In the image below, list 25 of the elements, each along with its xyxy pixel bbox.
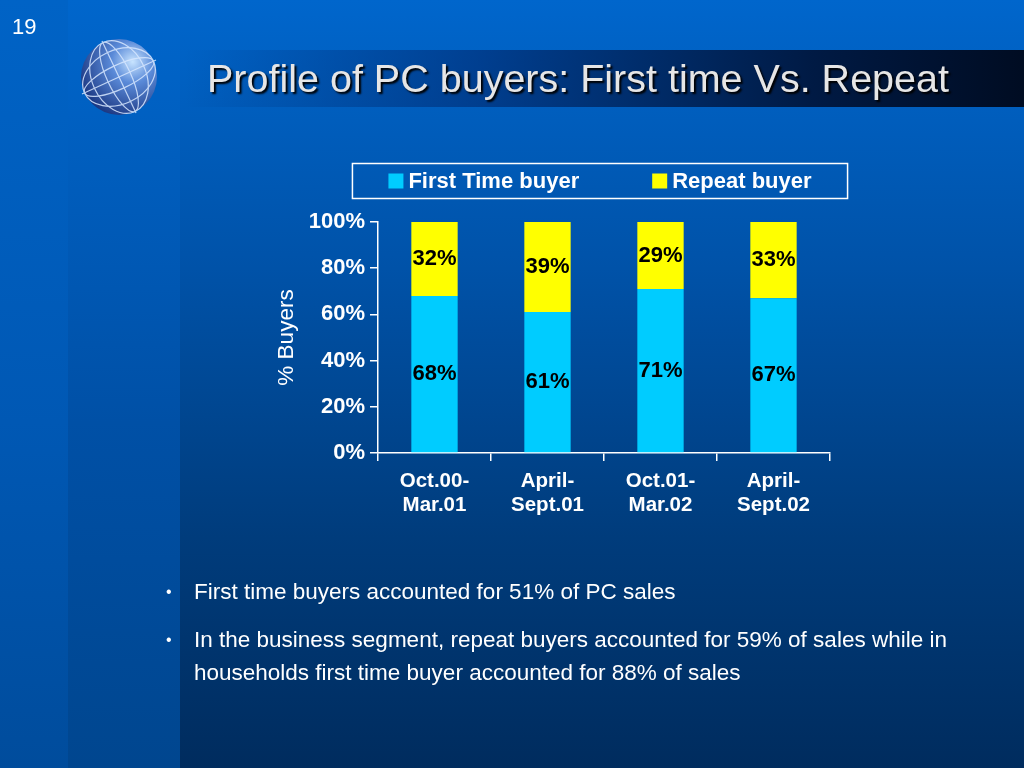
legend-label: Repeat buyer — [672, 168, 813, 194]
data-label: 71% — [638, 356, 683, 382]
data-label: 67% — [751, 361, 796, 387]
y-tick-label: 100% — [308, 208, 365, 234]
y-tick-label: 40% — [320, 346, 365, 372]
text: 19 — [12, 14, 37, 40]
y-tick-label: 60% — [320, 300, 365, 326]
data-label: 39% — [525, 253, 570, 279]
legend-label: First Time buyer — [408, 168, 580, 194]
x-tick-label: Oct.00-Mar.01 — [399, 467, 470, 515]
y-tick-label: 20% — [320, 392, 365, 418]
data-label: 33% — [751, 246, 796, 272]
y-tick-label: 0% — [333, 439, 365, 465]
x-tick-label: April-Sept.01 — [511, 467, 584, 515]
data-label: 68% — [412, 360, 457, 386]
y-axis-title: % Buyers — [272, 289, 298, 386]
text: • In the business segment, repeat buyers accounted for 59% of sales while in households first time buyer accounted for 88% of sales — [166, 627, 947, 685]
data-label: 61% — [525, 368, 570, 394]
data-label: 29% — [638, 241, 683, 267]
data-label: 32% — [412, 245, 457, 271]
x-tick-label: Oct.01-Mar.02 — [625, 467, 696, 515]
x-tick-label: April-Sept.02 — [737, 467, 810, 515]
chart-title: Profile of PC buyers: First time Vs. Repeat — [207, 55, 949, 101]
text: • First time buyers accounted for 51% of PC sales — [166, 579, 676, 604]
y-tick-label: 80% — [320, 254, 365, 280]
